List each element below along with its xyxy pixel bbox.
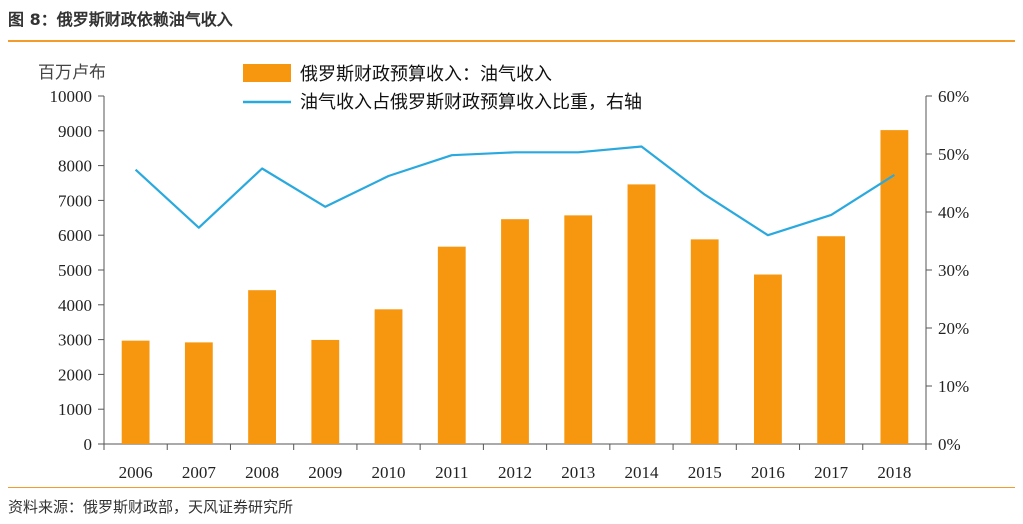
bar-2016 <box>754 274 782 444</box>
right-axis-tick-label: 10% <box>938 377 969 396</box>
left-axis-tick-label: 10000 <box>50 87 93 106</box>
figure-title: 图 8：俄罗斯财政依赖油气收入 <box>8 10 233 29</box>
bar-2017 <box>817 236 846 444</box>
x-axis-tick-label: 2014 <box>624 463 659 482</box>
legend: 俄罗斯财政预算收入：油气收入 油气收入占俄罗斯财政预算收入比重，右轴 <box>243 64 642 113</box>
bar-2009 <box>311 339 340 444</box>
left-axis-tick-label: 1000 <box>58 400 92 419</box>
x-axis-tick-label: 2013 <box>561 463 595 482</box>
bar-2018 <box>880 130 909 444</box>
bottom-divider <box>8 487 1015 488</box>
left-axis-tick-label: 7000 <box>58 191 92 210</box>
left-axis-unit-label: 百万卢布 <box>38 63 106 83</box>
left-axis-tick-label: 8000 <box>58 157 92 176</box>
left-axis-tick-label: 2000 <box>58 365 92 384</box>
x-axis-tick-label: 2018 <box>877 463 911 482</box>
right-axis-tick-label: 20% <box>938 319 969 338</box>
right-axis-tick-label: 30% <box>938 261 969 280</box>
left-axis-tick-label: 9000 <box>58 122 92 141</box>
bar-2012 <box>501 219 529 444</box>
right-axis-tick-label: 0% <box>938 435 961 454</box>
bar-2013 <box>564 215 593 444</box>
x-axis-tick-label: 2016 <box>751 463 785 482</box>
left-axis-tick-label: 0 <box>84 435 93 454</box>
plot-area: 0 1000 2000 3000 4000 5000 6000 7000 8000 9000 100… <box>50 87 970 482</box>
bar-2008 <box>248 290 276 444</box>
top-divider <box>8 40 1015 42</box>
bar-2006 <box>121 340 150 444</box>
x-axis-tick-label: 2009 <box>308 463 342 482</box>
bar-2015 <box>690 239 719 444</box>
source-note: 资料来源：俄罗斯财政部，天风证券研究所 <box>8 498 294 516</box>
bar-2007 <box>184 342 213 444</box>
bar-2011 <box>437 246 466 444</box>
x-axis-tick-label: 2011 <box>435 463 468 482</box>
legend-bar-swatch <box>243 64 291 82</box>
chart: 百万卢布 俄罗斯财政预算收入：油气收入 油气收入占俄罗斯财政预算收入比重，右轴 … <box>38 63 970 482</box>
legend-line-label: 油气收入占俄罗斯财政预算收入比重，右轴 <box>300 92 642 113</box>
x-axis-tick-label: 2012 <box>498 463 532 482</box>
right-axis-tick-label: 40% <box>938 203 969 222</box>
x-axis-tick-label: 2008 <box>245 463 279 482</box>
bar-2010 <box>374 309 403 444</box>
legend-bar-label: 俄罗斯财政预算收入：油气收入 <box>300 64 552 85</box>
left-axis-tick-label: 3000 <box>58 331 92 350</box>
right-axis-tick-label: 50% <box>938 145 969 164</box>
x-axis-tick-label: 2007 <box>182 463 217 482</box>
right-axis-tick-label: 60% <box>938 87 969 106</box>
x-axis-tick-label: 2010 <box>372 463 406 482</box>
bar-2014 <box>627 184 656 444</box>
left-axis-tick-label: 5000 <box>58 261 92 280</box>
x-axis-tick-label: 2015 <box>688 463 722 482</box>
x-axis-tick-label: 2006 <box>119 463 153 482</box>
left-axis-tick-label: 4000 <box>58 296 92 315</box>
x-axis-tick-label: 2017 <box>814 463 849 482</box>
left-axis-tick-label: 6000 <box>58 226 92 245</box>
